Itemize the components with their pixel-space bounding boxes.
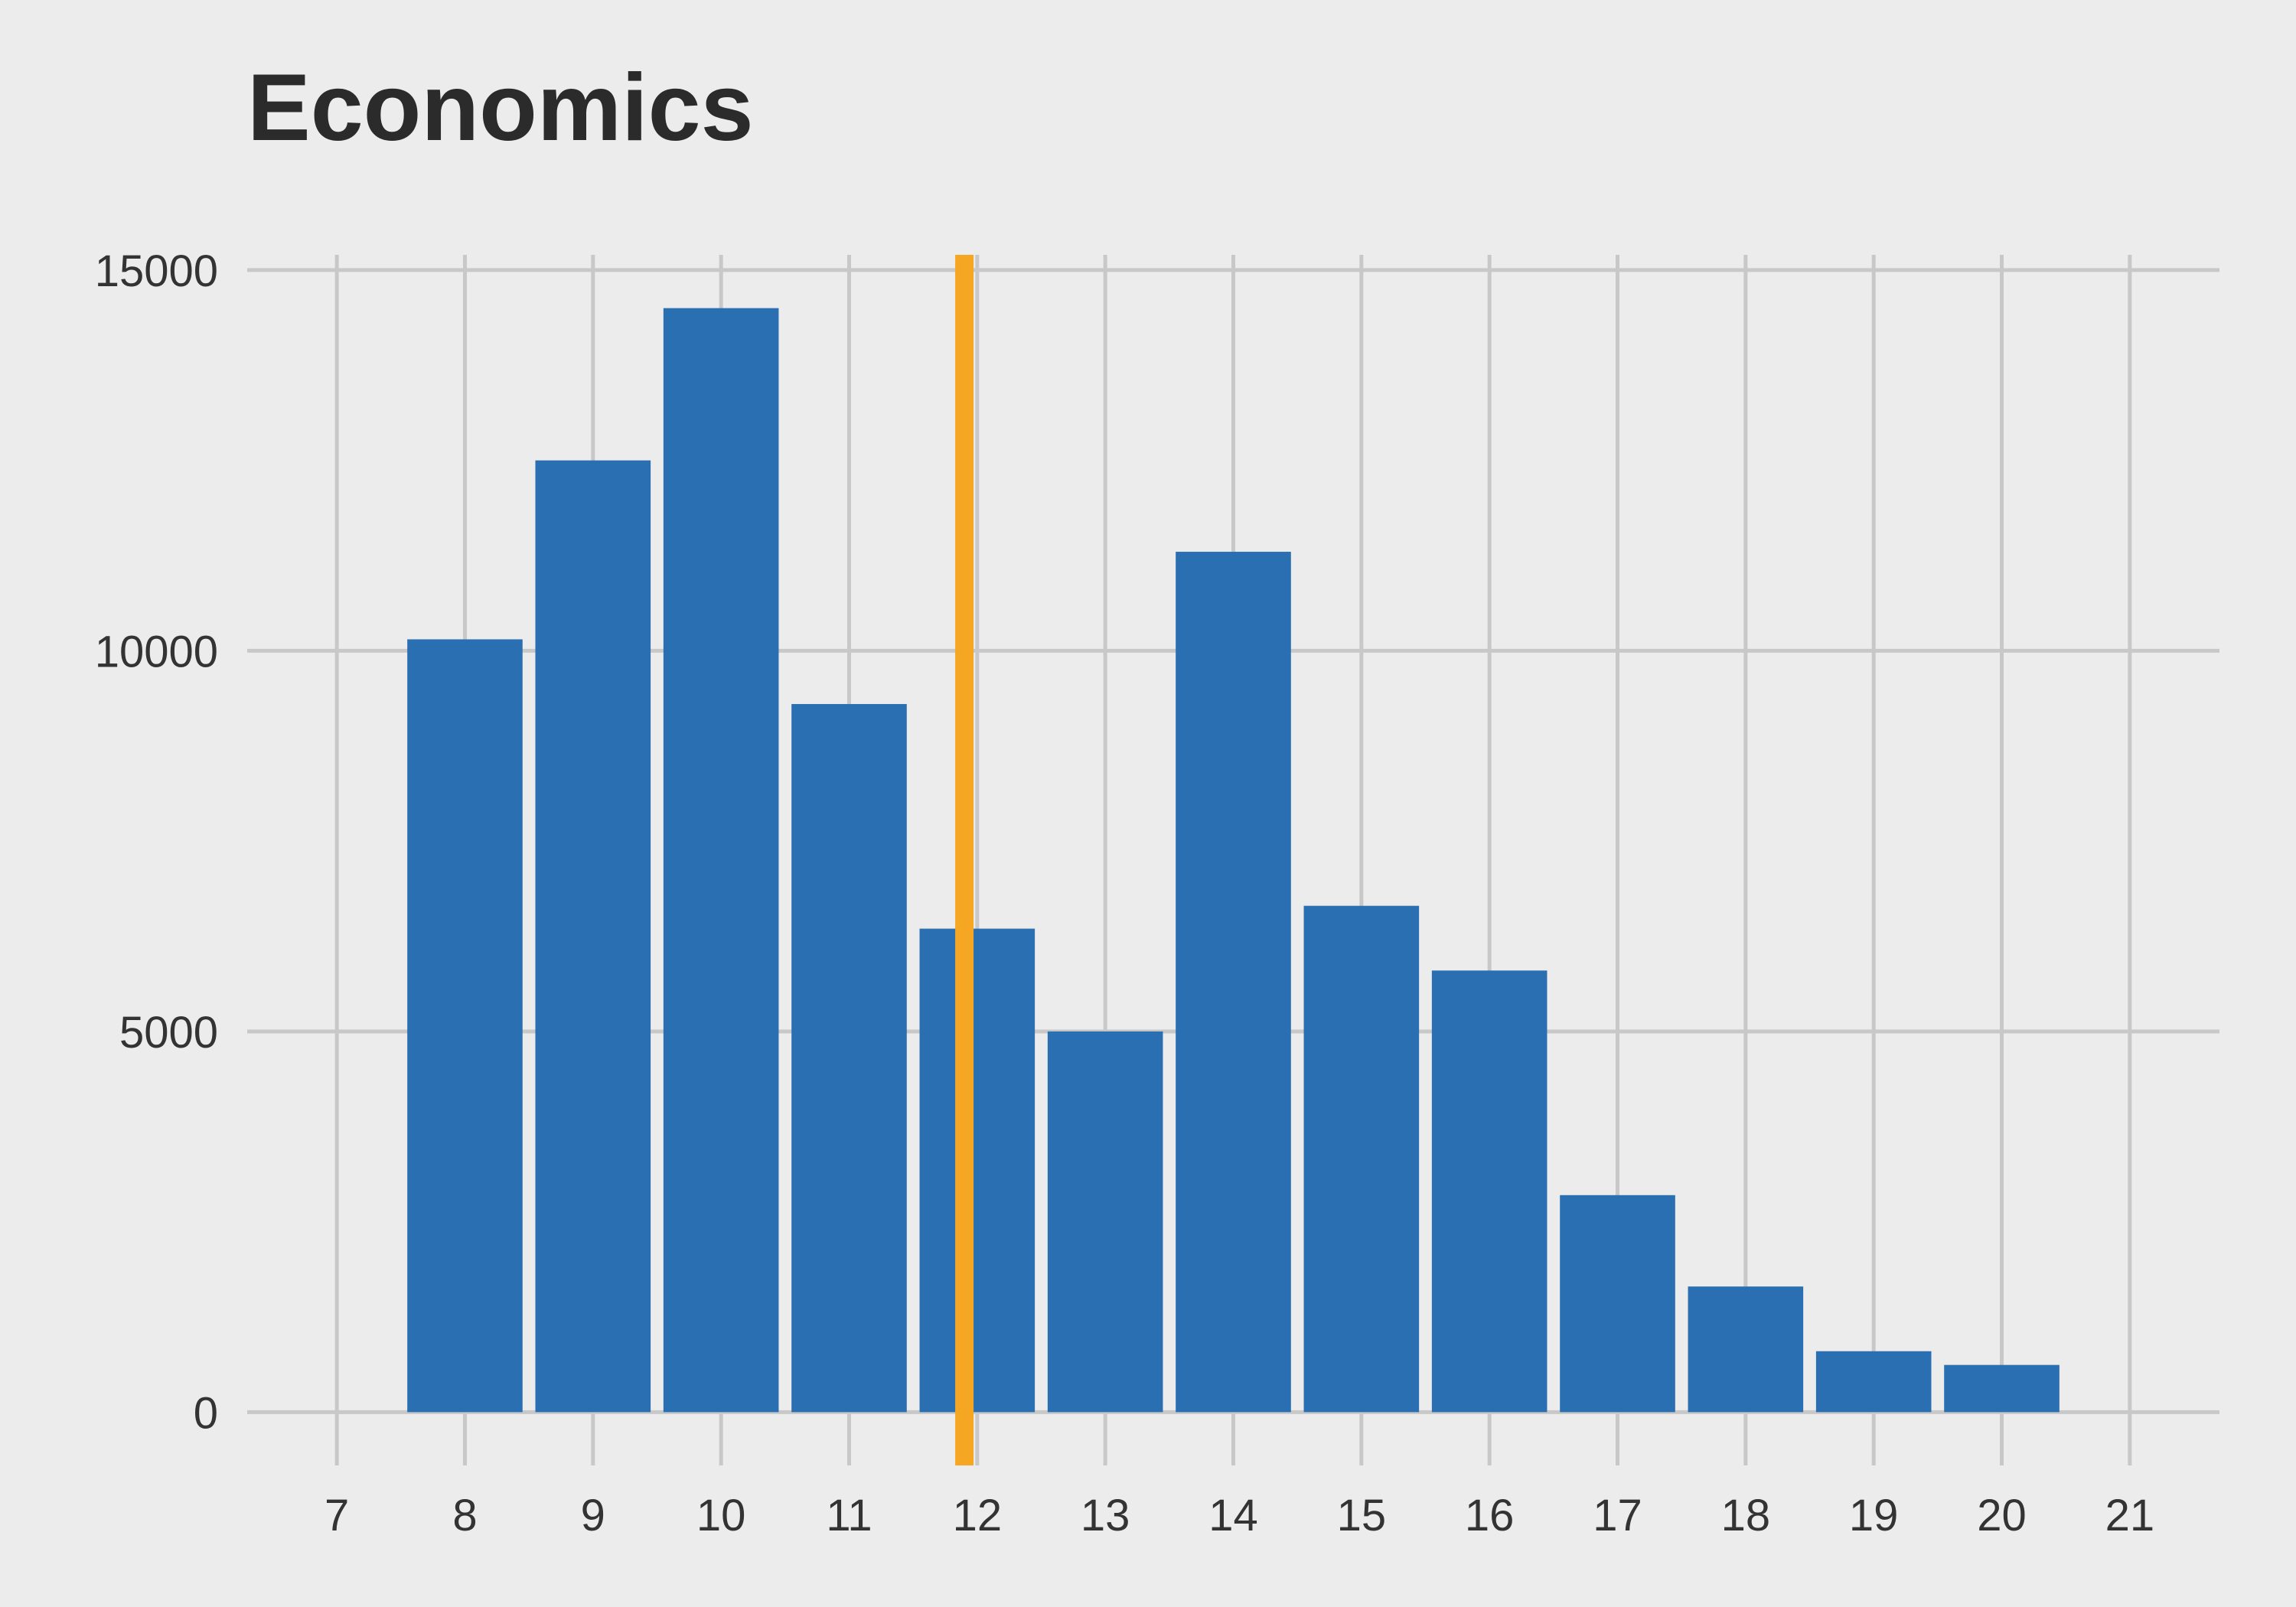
x-tick-label: 14 [1208,1491,1258,1540]
y-tick-label: 10000 [95,627,218,676]
bar [1431,970,1548,1413]
x-tick-label: 20 [1977,1491,2027,1540]
bar [1688,1286,1804,1413]
bar [919,928,1035,1413]
x-tick-label: 19 [1849,1491,1899,1540]
y-tick-label: 5000 [119,1008,218,1058]
bar [1303,905,1420,1413]
x-tick-label: 13 [1081,1491,1130,1540]
tick-labels-layer: 0 5000 10000 15000 7 8 9 10 11 12 13 14 15 16 17 18 19 20… [95,246,2154,1540]
x-tick-label: 17 [1593,1491,1642,1540]
x-tick-label: 18 [1721,1491,1771,1540]
bar [1176,552,1291,1413]
y-tick-label: 0 [194,1388,218,1438]
bars-layer [407,308,2060,1413]
x-tick-label: 12 [953,1491,1003,1540]
bar [407,639,523,1413]
bar [791,704,907,1413]
chart-title: Economics [247,55,754,161]
x-tick-label: 9 [581,1491,605,1540]
bar [535,460,651,1413]
x-tick-label: 16 [1465,1491,1515,1540]
bar [1815,1351,1932,1413]
y-tick-label: 15000 [95,246,218,296]
bar [1944,1364,2060,1413]
x-tick-label: 8 [452,1491,477,1540]
bar [1560,1195,1675,1413]
x-tick-label: 7 [325,1491,349,1540]
bar [1047,1031,1163,1413]
bar [663,308,779,1413]
x-tick-label: 11 [826,1491,872,1540]
x-tick-label: 21 [2105,1491,2155,1540]
x-tick-label: 10 [696,1491,746,1540]
x-tick-label: 15 [1337,1491,1387,1540]
